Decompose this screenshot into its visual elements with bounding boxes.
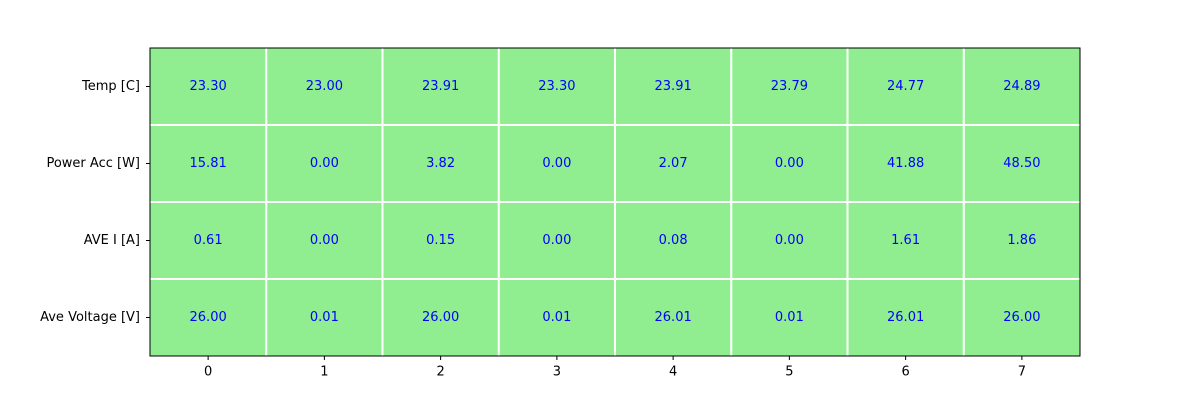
heatmap-cell <box>382 48 499 125</box>
cell-value-label: 0.61 <box>194 233 223 248</box>
x-tick-label: 2 <box>436 365 444 380</box>
y-axis: Temp [C] Power Acc [W] AVE I [A] Ave Voltag… <box>40 79 150 325</box>
heatmap-cell <box>498 125 615 202</box>
cell-value-label: 0.00 <box>542 233 571 248</box>
heatmap-cell <box>266 279 383 356</box>
cell-value-label: 0.00 <box>775 233 804 248</box>
cell-value-label: 23.00 <box>306 79 343 94</box>
x-axis: 0 1 2 3 4 5 6 7 <box>204 356 1026 380</box>
x-tick-label: 0 <box>204 365 212 380</box>
heatmap-cell <box>615 125 732 202</box>
cell-value-label: 26.00 <box>422 310 459 325</box>
x-tick-label: 1 <box>320 365 328 380</box>
heatmap-cell <box>963 202 1080 279</box>
cell-value-label: 23.91 <box>655 79 692 94</box>
cell-value-label: 0.15 <box>426 233 455 248</box>
heatmap-cell <box>731 48 848 125</box>
x-tick-label: 3 <box>553 365 561 380</box>
cell-value-label: 48.50 <box>1003 156 1040 171</box>
x-tick-label: 6 <box>901 365 909 380</box>
heatmap-cell <box>382 202 499 279</box>
heatmap-cell <box>847 125 964 202</box>
y-tick-label: Temp [C] <box>81 79 140 94</box>
cell-value-label: 0.01 <box>310 310 339 325</box>
cell-value-label: 2.07 <box>659 156 688 171</box>
cell-value-label: 26.01 <box>655 310 692 325</box>
cell-value-label: 1.61 <box>891 233 920 248</box>
heatmap-cell <box>963 48 1080 125</box>
plot-frame <box>149 47 1081 357</box>
cell-value-label: 26.01 <box>887 310 924 325</box>
x-tick-label: 4 <box>669 365 677 380</box>
cell-value-label: 24.89 <box>1003 79 1040 94</box>
cell-value-label: 23.30 <box>538 79 575 94</box>
heatmap-cell <box>963 125 1080 202</box>
heatmap-cell <box>150 279 267 356</box>
heatmap-cell <box>498 279 615 356</box>
cell-value-label: 0.08 <box>659 233 688 248</box>
heatmap-cell <box>847 279 964 356</box>
cell-value-label: 15.81 <box>190 156 227 171</box>
heatmap-cell <box>615 202 732 279</box>
x-tick-label: 7 <box>1018 365 1026 380</box>
heatmap-cell <box>150 125 267 202</box>
heatmap-cell <box>615 48 732 125</box>
cell-value-label: 0.01 <box>542 310 571 325</box>
heatmap-cell <box>731 279 848 356</box>
y-tick-label: AVE I [A] <box>84 233 140 248</box>
heatmap-cell <box>150 48 267 125</box>
heatmap-cell <box>382 125 499 202</box>
heatmap-cell <box>963 279 1080 356</box>
heatmap-cell <box>382 279 499 356</box>
cell-value-label: 23.79 <box>771 79 808 94</box>
cell-value-label: 0.00 <box>775 156 804 171</box>
cell-value-label: 3.82 <box>426 156 455 171</box>
heatmap-cell <box>266 202 383 279</box>
heatmap-cell <box>266 125 383 202</box>
cell-value-label: 0.01 <box>775 310 804 325</box>
grid-layer <box>150 48 1080 356</box>
cell-value-label: 0.00 <box>542 156 571 171</box>
cell-value-label: 0.00 <box>310 233 339 248</box>
x-tick-label: 5 <box>785 365 793 380</box>
y-tick-label: Power Acc [W] <box>46 156 140 171</box>
heatmap-cell <box>731 202 848 279</box>
cell-value-label: 1.86 <box>1007 233 1036 248</box>
cells-layer: 23.30 23.00 23.91 23.30 23.91 23.79 24.77 24.89… <box>150 48 1080 356</box>
y-tick-label: Ave Voltage [V] <box>40 310 140 325</box>
heatmap-cell <box>498 202 615 279</box>
heatmap-cell <box>615 279 732 356</box>
heatmap-cell <box>266 48 383 125</box>
cell-value-label: 41.88 <box>887 156 924 171</box>
heatmap-cell <box>847 48 964 125</box>
heatmap-cell <box>498 48 615 125</box>
cell-value-label: 23.30 <box>190 79 227 94</box>
heatmap-cell <box>731 125 848 202</box>
cell-value-label: 24.77 <box>887 79 924 94</box>
heatmap-cell <box>150 202 267 279</box>
cell-value-label: 23.91 <box>422 79 459 94</box>
heatmap-cell <box>847 202 964 279</box>
cell-value-label: 26.00 <box>1003 310 1040 325</box>
cell-value-label: 0.00 <box>310 156 339 171</box>
cell-value-label: 26.00 <box>190 310 227 325</box>
